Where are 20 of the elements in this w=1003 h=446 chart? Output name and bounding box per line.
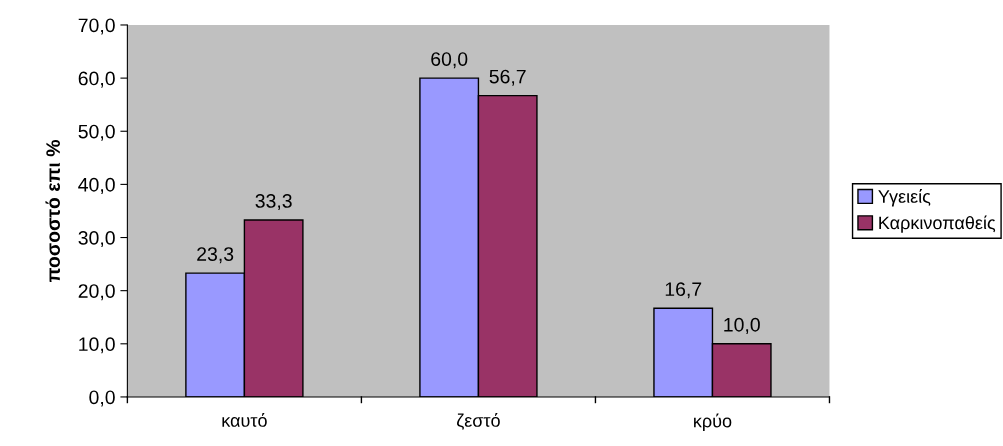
x-tick-label: ζεστό — [457, 413, 500, 430]
data-label: 33,3 — [255, 194, 292, 211]
x-tick-label: καυτό — [222, 413, 267, 427]
data-label: 23,3 — [197, 247, 234, 264]
y-tick-label: 40,0 — [78, 177, 115, 194]
y-axis-title: ποσοστό επι % — [45, 140, 61, 282]
y-tick-label: 10,0 — [79, 337, 115, 354]
data-label: 16,7 — [665, 282, 702, 299]
y-tick-label: 30,0 — [78, 230, 115, 248]
legend-label: Υγειείς — [878, 189, 931, 207]
y-tick-label: 50,0 — [78, 124, 115, 141]
data-label: 60,0 — [431, 52, 468, 69]
y-tick-label: 70,0 — [78, 18, 115, 35]
legend-label: Καρκινοπαθείς — [879, 215, 996, 233]
x-tick-label: κρύο — [694, 413, 732, 431]
data-label: 56,7 — [489, 69, 526, 86]
y-tick-label: 60,0 — [78, 71, 115, 88]
data-label: 10,0 — [724, 317, 760, 334]
y-tick-label: 0,0 — [89, 390, 115, 407]
y-tick-label: 20,0 — [78, 284, 115, 301]
